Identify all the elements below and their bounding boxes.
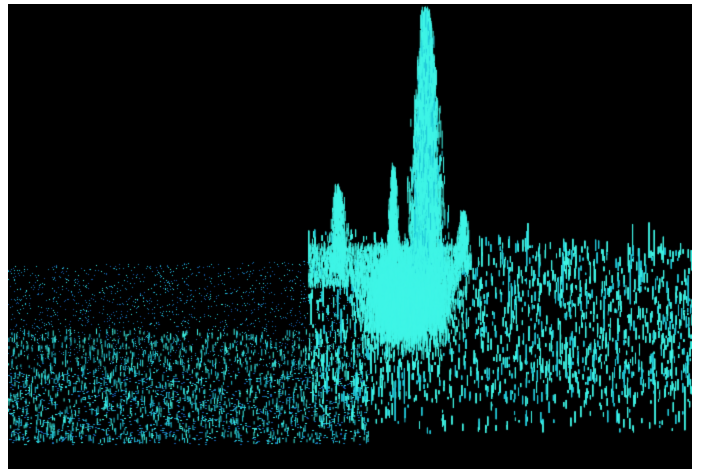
particle-cloud-canvas[interactable] — [8, 4, 692, 469]
render-viewport[interactable] — [8, 4, 692, 469]
